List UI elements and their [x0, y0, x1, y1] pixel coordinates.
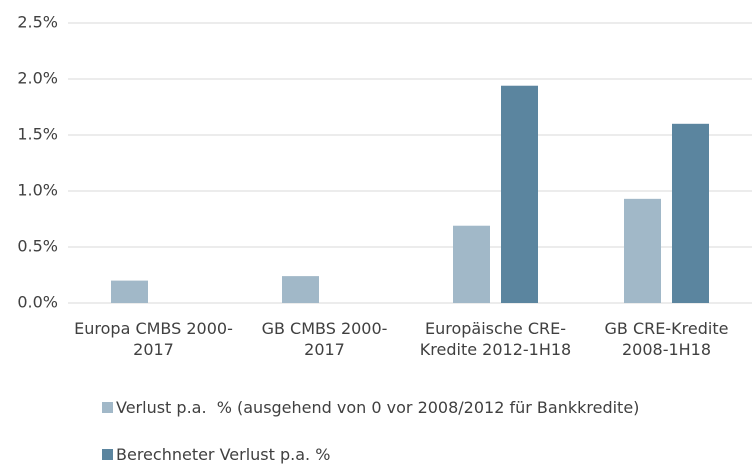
legend-item: Verlust p.a. % (ausgehend von 0 vor 2008… [102, 398, 639, 417]
bar [501, 85, 538, 303]
y-tick-label: 0.5% [17, 237, 58, 256]
bar [672, 123, 709, 303]
legend-swatch [102, 402, 113, 413]
legend-swatch [102, 449, 113, 460]
y-tick-label: 2.5% [17, 13, 58, 32]
x-tick-label: GB CMBS 2000-2017 [261, 319, 388, 359]
legend-item: Berechneter Verlust p.a. % [102, 445, 330, 464]
y-tick-label: 1.0% [17, 181, 58, 200]
y-tick-label: 0.0% [17, 293, 58, 312]
x-tick-label: GB CRE-Kredite 2008-1H18 [604, 319, 729, 359]
x-tick-label: Europäische CRE-Kredite 2012-1H18 [419, 319, 572, 359]
bar [111, 280, 148, 303]
x-tick-label: Europa CMBS 2000-2017 [74, 319, 233, 359]
y-tick-label: 1.5% [17, 125, 58, 144]
legend-label: Berechneter Verlust p.a. % [116, 445, 331, 464]
bar [282, 276, 319, 303]
legend-label: Verlust p.a. % (ausgehend von 0 vor 2008… [116, 398, 640, 417]
y-tick-label: 2.0% [17, 69, 58, 88]
bar [453, 225, 490, 303]
bar [624, 198, 661, 303]
